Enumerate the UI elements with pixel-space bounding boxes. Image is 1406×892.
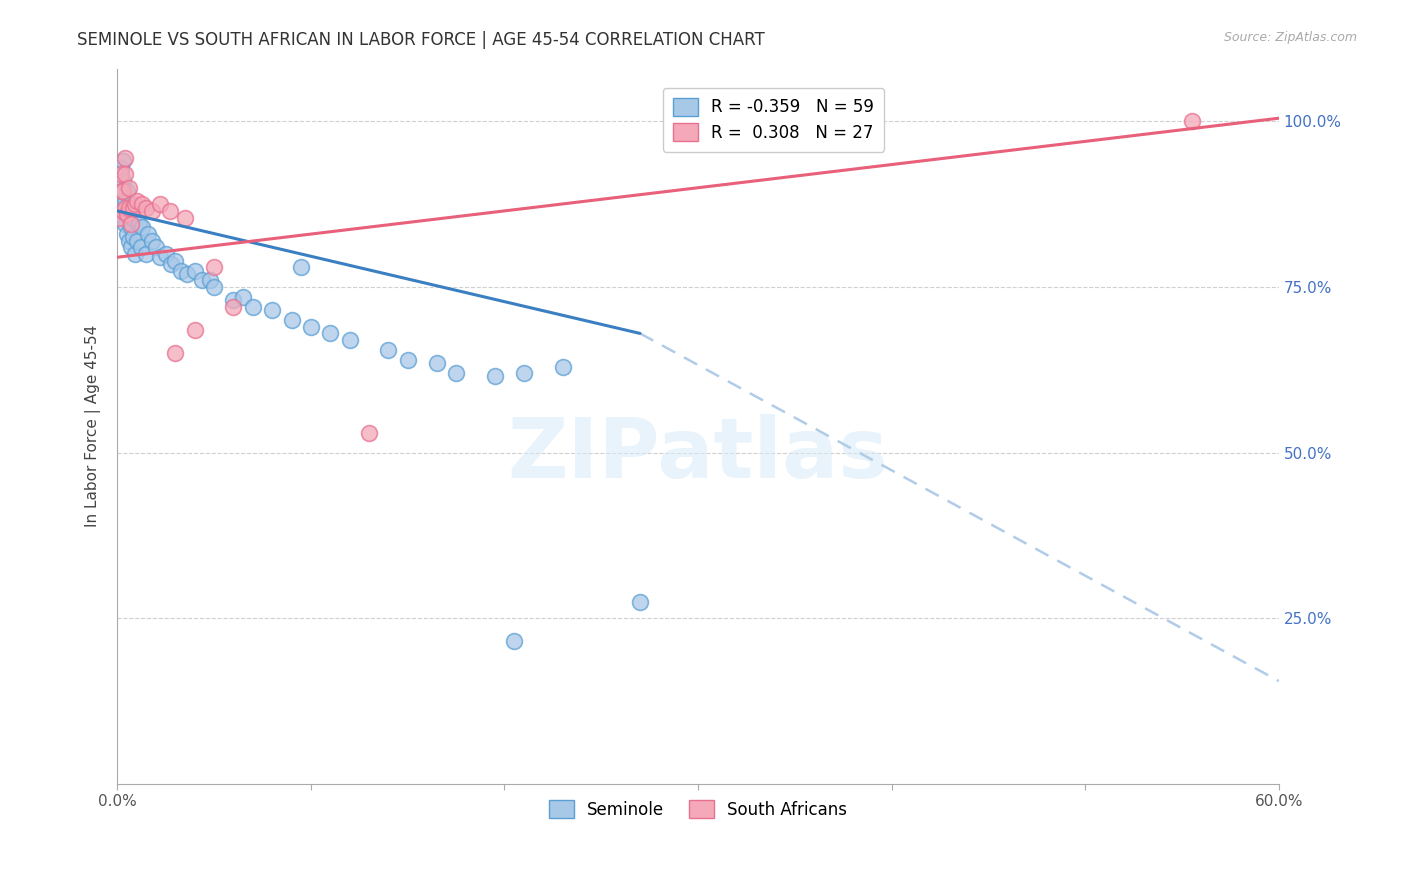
- Point: [112, 154, 135, 169]
- Legend: Seminole, South Africans: Seminole, South Africans: [543, 794, 855, 825]
- Point: [174, 211, 197, 225]
- Point: [114, 201, 136, 215]
- Point: [118, 211, 141, 225]
- Point: [242, 300, 264, 314]
- Point: [141, 203, 163, 218]
- Point: [112, 211, 135, 225]
- Point: [299, 319, 322, 334]
- Point: [357, 425, 380, 440]
- Point: [115, 203, 138, 218]
- Point: [115, 207, 138, 221]
- Point: [149, 197, 172, 211]
- Point: [121, 211, 143, 225]
- Point: [202, 260, 225, 275]
- Point: [319, 326, 342, 341]
- Point: [120, 217, 142, 231]
- Point: [202, 280, 225, 294]
- Point: [396, 352, 419, 367]
- Point: [280, 313, 302, 327]
- Point: [120, 240, 142, 254]
- Point: [290, 260, 312, 275]
- Point: [110, 184, 132, 198]
- Point: [108, 211, 131, 225]
- Point: [118, 234, 141, 248]
- Point: [191, 273, 214, 287]
- Point: [120, 220, 142, 235]
- Point: [628, 594, 651, 608]
- Point: [108, 197, 131, 211]
- Point: [200, 273, 222, 287]
- Point: [551, 359, 574, 374]
- Point: [165, 346, 187, 360]
- Point: [112, 184, 135, 198]
- Point: [125, 194, 148, 208]
- Point: [114, 217, 136, 231]
- Point: [114, 168, 136, 182]
- Point: [513, 366, 536, 380]
- Point: [155, 247, 177, 261]
- Point: [110, 161, 132, 175]
- Point: [112, 203, 135, 218]
- Point: [377, 343, 399, 357]
- Y-axis label: In Labor Force | Age 45-54: In Labor Force | Age 45-54: [86, 325, 101, 527]
- Text: Source: ZipAtlas.com: Source: ZipAtlas.com: [1223, 31, 1357, 45]
- Point: [118, 201, 141, 215]
- Point: [176, 267, 198, 281]
- Text: SEMINOLE VS SOUTH AFRICAN IN LABOR FORCE | AGE 45-54 CORRELATION CHART: SEMINOLE VS SOUTH AFRICAN IN LABOR FORCE…: [77, 31, 765, 49]
- Point: [135, 247, 157, 261]
- Point: [159, 203, 181, 218]
- Point: [118, 180, 141, 194]
- Point: [426, 356, 449, 370]
- Point: [115, 227, 138, 241]
- Point: [503, 634, 526, 648]
- Point: [170, 263, 193, 277]
- Point: [183, 323, 205, 337]
- Point: [118, 197, 141, 211]
- Point: [112, 174, 135, 188]
- Point: [444, 366, 467, 380]
- Point: [114, 151, 136, 165]
- Point: [136, 227, 159, 241]
- Point: [141, 234, 163, 248]
- Point: [183, 263, 205, 277]
- Point: [145, 240, 167, 254]
- Point: [222, 300, 245, 314]
- Point: [108, 201, 131, 215]
- Point: [121, 201, 143, 215]
- Point: [110, 187, 132, 202]
- Point: [115, 184, 138, 198]
- Point: [232, 290, 254, 304]
- Point: [484, 369, 506, 384]
- Point: [110, 207, 132, 221]
- Point: [114, 201, 136, 215]
- Point: [121, 230, 143, 244]
- Point: [1181, 114, 1204, 128]
- Point: [339, 333, 361, 347]
- Point: [222, 293, 245, 308]
- Point: [112, 194, 135, 208]
- Point: [262, 303, 284, 318]
- Text: ZIPatlas: ZIPatlas: [508, 414, 889, 495]
- Point: [110, 168, 132, 182]
- Point: [125, 234, 148, 248]
- Point: [129, 240, 152, 254]
- Point: [149, 250, 172, 264]
- Point: [135, 201, 157, 215]
- Point: [165, 253, 187, 268]
- Point: [160, 257, 183, 271]
- Point: [114, 194, 136, 208]
- Point: [124, 197, 146, 211]
- Point: [128, 217, 150, 231]
- Point: [131, 197, 153, 211]
- Point: [124, 247, 146, 261]
- Point: [131, 220, 153, 235]
